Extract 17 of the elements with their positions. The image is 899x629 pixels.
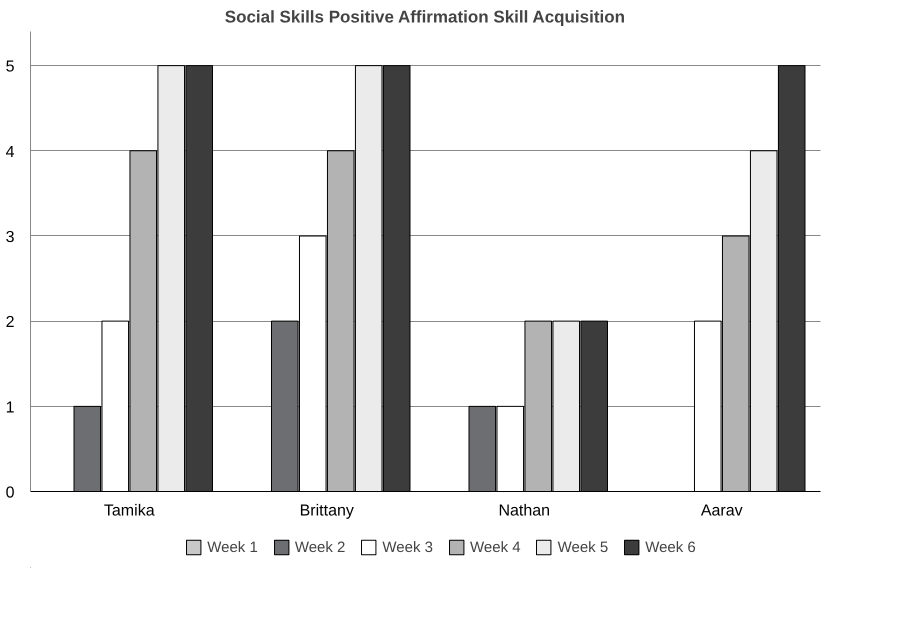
x-tick-label: Aarav — [700, 502, 743, 520]
legend-label: Week 4 — [470, 538, 521, 556]
y-tick-label: 3 — [6, 228, 15, 246]
x-tick-label: Brittany — [300, 502, 354, 520]
x-tick-label: Nathan — [498, 502, 550, 520]
y-tick-label: 5 — [6, 58, 15, 76]
x-tick-label: Tamika — [104, 502, 155, 520]
y-tick-label: 4 — [6, 144, 15, 161]
legend-label: Week 1 — [207, 538, 258, 556]
legend-label: Week 6 — [645, 538, 696, 556]
legend-label: Week 2 — [294, 538, 346, 556]
legend-label: Week 5 — [558, 538, 608, 556]
y-tick-label: 0 — [6, 484, 15, 502]
chart-title: Social Skills Positive Affirmation Skill Acquisition — [224, 8, 625, 26]
legend-label: Week 3 — [382, 538, 433, 556]
y-tick-label: 2 — [6, 314, 15, 332]
y-tick-label: 1 — [6, 399, 15, 416]
